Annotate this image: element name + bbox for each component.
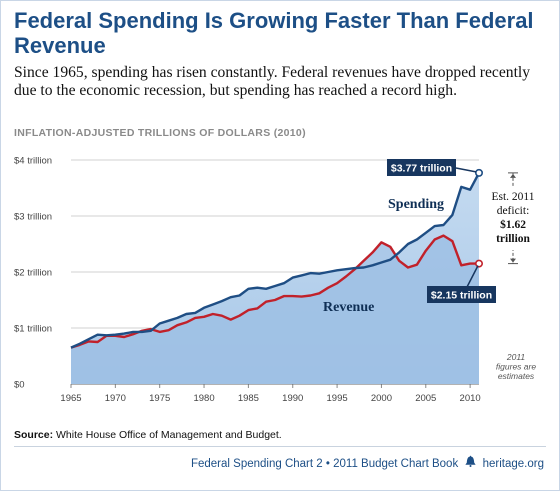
estimates-note-line: figures are: [496, 362, 536, 372]
deficit-label-line: trillion: [496, 233, 530, 245]
footer: Federal Spending Chart 2 • 2011 Budget C…: [191, 455, 544, 470]
deficit-label-bg: [491, 186, 535, 250]
deficit-arrow-up: [510, 173, 516, 178]
x-tick-label: 1980: [193, 393, 214, 404]
units-label: INFLATION-ADJUSTED TRILLIONS OF DOLLARS …: [14, 127, 306, 139]
spending-callout-text: $3.77 trillion: [391, 163, 452, 175]
estimates-note-line: estimates: [498, 371, 535, 381]
spending-label: Spending: [388, 197, 444, 212]
footer-separator: •: [325, 458, 330, 470]
source-label: Source:: [14, 429, 54, 441]
x-tick-label: 2005: [415, 393, 436, 404]
chart-subtitle: Since 1965, spending has risen constantl…: [14, 64, 531, 99]
revenue-label: Revenue: [323, 300, 374, 315]
y-tick-label: $3 trillion: [14, 212, 52, 223]
revenue-callout-text: $2.15 trillion: [431, 290, 492, 302]
source-text: White House Office of Management and Bud…: [56, 429, 282, 441]
x-tick-label: 2010: [460, 393, 481, 404]
deficit-label-line: Est. 2011: [491, 191, 534, 203]
estimates-note-line: 2011: [506, 352, 526, 362]
footer-book-label: 2011 Budget Chart Book: [333, 458, 459, 470]
spending-end-point: [474, 168, 483, 177]
footer-divider: [14, 446, 546, 447]
revenue-area: [71, 235, 479, 384]
deficit-label-line: $1.62: [500, 218, 526, 231]
x-tick-label: 1970: [105, 393, 126, 404]
x-tick-label: 1975: [149, 393, 170, 404]
deficit-arrow-down: [510, 258, 516, 263]
revenue-callout-box: [427, 286, 496, 303]
y-tick-label: $4 trillion: [14, 156, 52, 167]
x-tick-label: 1985: [238, 393, 259, 404]
y-tick-label: $1 trillion: [14, 324, 52, 335]
liberty-bell-icon: [465, 455, 477, 470]
footer-chart-label: Federal Spending Chart 2: [190, 458, 323, 470]
spending-line: [70, 172, 481, 349]
chart-title: Federal Spending Is Growing Faster Than …: [14, 8, 534, 58]
x-tick-label: 1965: [60, 393, 81, 404]
revenue-callout-leader: [466, 265, 479, 288]
revenue-end-point: [474, 259, 483, 268]
spending-callout-box: [387, 159, 456, 176]
source-note: Source: White House Office of Management…: [14, 429, 282, 441]
footer-site[interactable]: heritage.org: [482, 458, 544, 470]
spending-callout-leader: [455, 167, 477, 173]
x-tick-label: 1995: [327, 393, 348, 404]
y-tick-label: $2 trillion: [14, 268, 52, 279]
x-tick-label: 1990: [282, 393, 303, 404]
y-tick-label: $0: [14, 380, 25, 391]
deficit-label-line: deficit:: [497, 205, 530, 217]
x-tick-label: 2000: [371, 393, 392, 404]
